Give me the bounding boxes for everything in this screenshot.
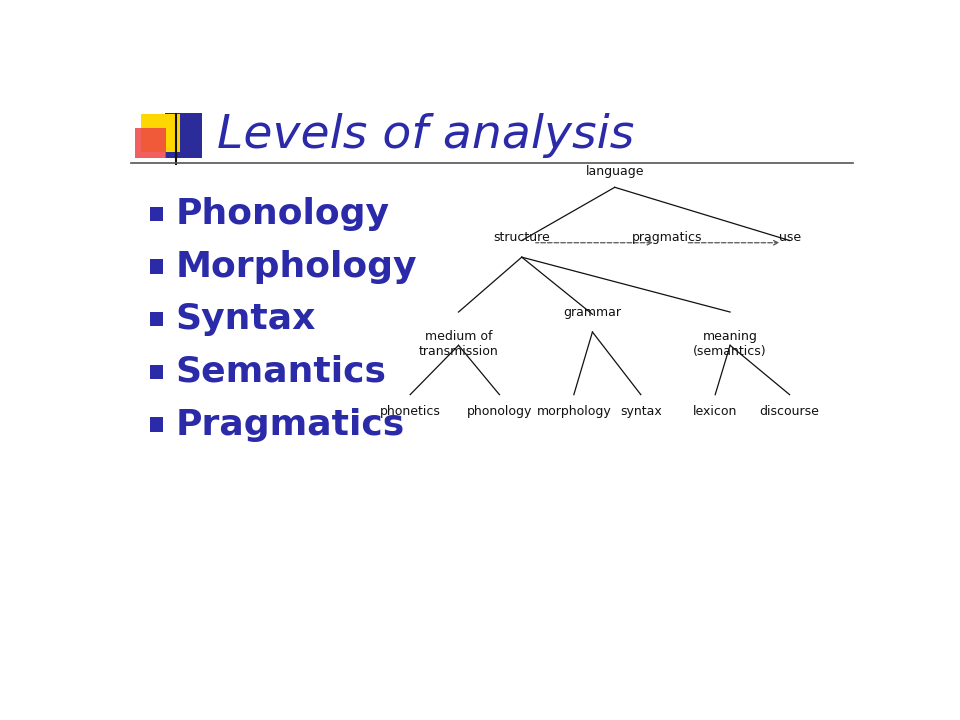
Text: meaning
(semantics): meaning (semantics) [693,330,767,359]
Text: use: use [779,231,801,244]
Text: Syntax: Syntax [176,302,316,336]
Text: language: language [586,165,644,178]
Text: medium of
transmission: medium of transmission [419,330,498,359]
Text: phonology: phonology [467,405,532,418]
Bar [165,113,202,158]
Bar [134,128,166,158]
Bar [150,365,163,379]
Text: phonetics: phonetics [380,405,441,418]
Bar [150,259,163,274]
Bar [150,312,163,326]
Text: discourse: discourse [759,405,820,418]
Text: grammar: grammar [564,306,621,319]
Text: morphology: morphology [537,405,612,418]
Text: Morphology: Morphology [176,250,418,284]
Text: Pragmatics: Pragmatics [176,408,405,441]
Bar [150,418,163,432]
Text: pragmatics: pragmatics [632,231,702,244]
Text: Semantics: Semantics [176,355,387,389]
Bar [150,207,163,221]
Bar [141,114,180,152]
Text: syntax: syntax [620,405,661,418]
Text: structure: structure [493,231,550,244]
Text: Levels of analysis: Levels of analysis [217,113,635,158]
Text: lexicon: lexicon [693,405,737,418]
Text: Phonology: Phonology [176,197,390,231]
